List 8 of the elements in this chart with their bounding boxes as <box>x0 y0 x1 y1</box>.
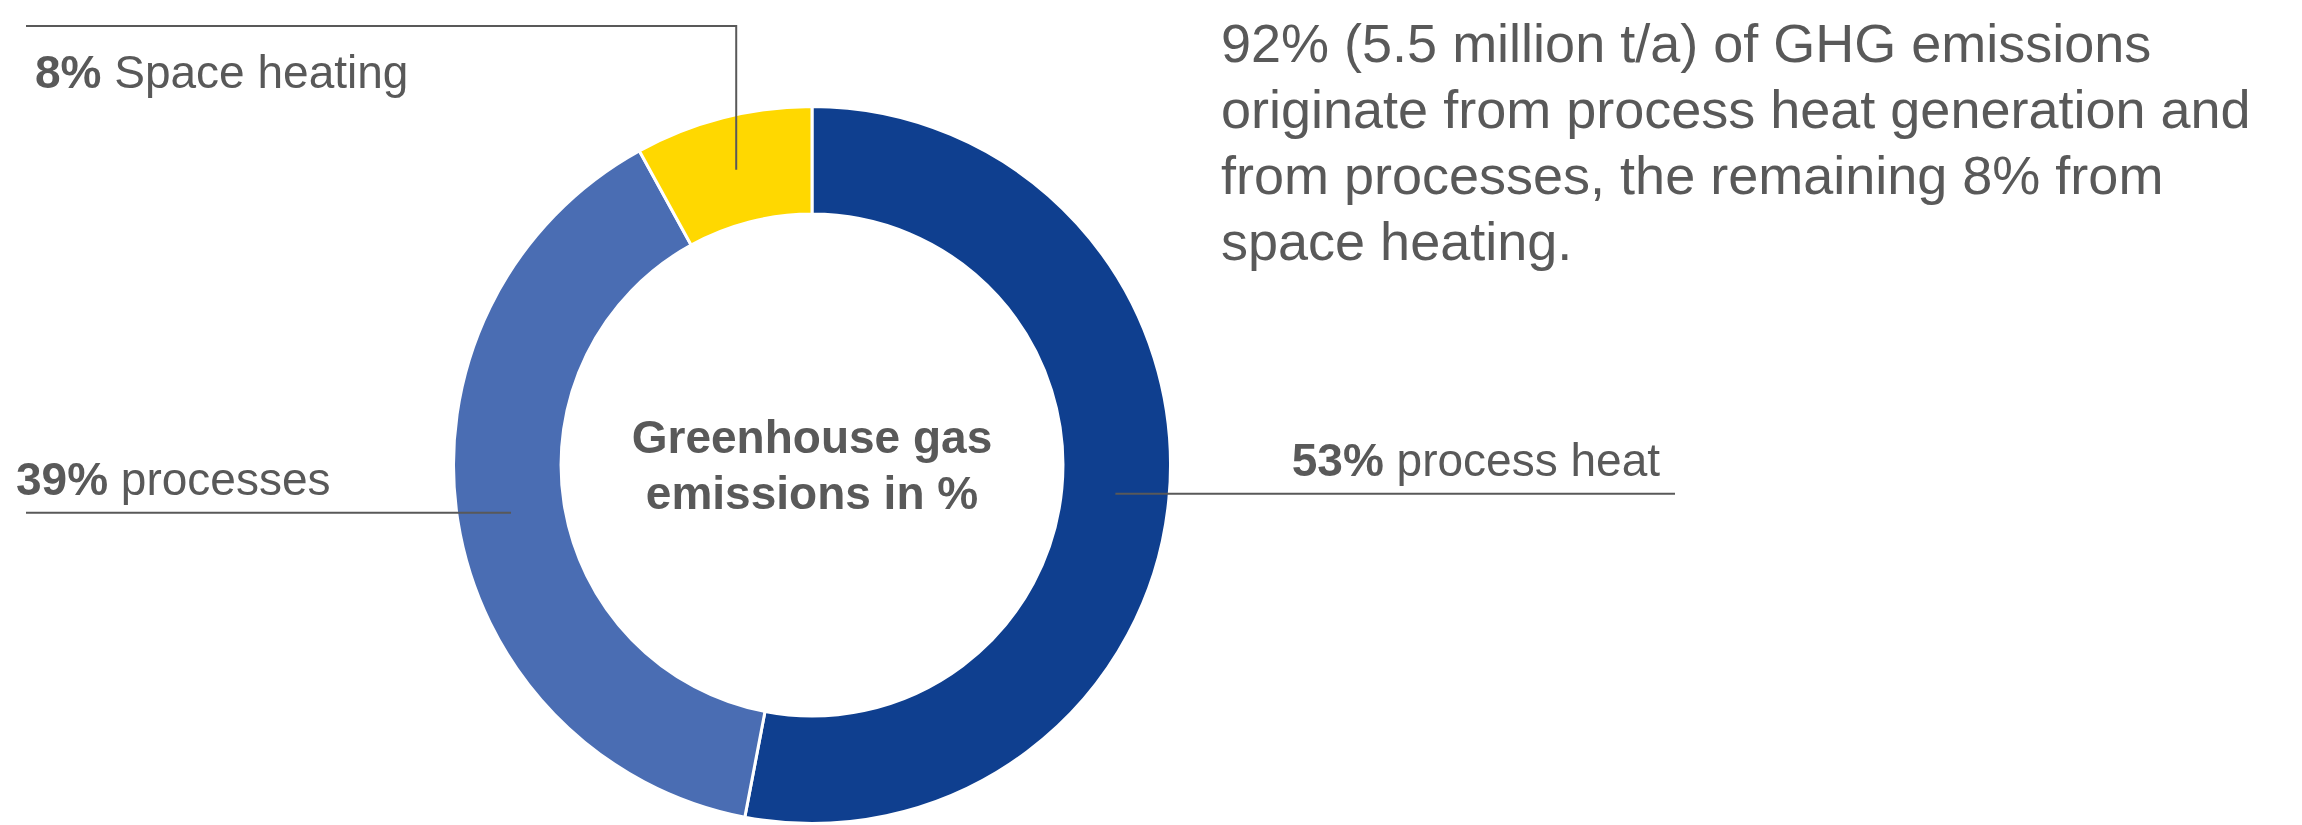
data-label: 8% <box>35 46 102 98</box>
data-label: 53% <box>1291 433 1384 486</box>
data-label: 39% <box>16 452 109 505</box>
text: Greenhouse gas emissions in % <box>630 410 994 521</box>
slice-label: processes <box>108 452 331 505</box>
slice-label: Space heating <box>101 46 409 98</box>
slice-label: process heat <box>1383 433 1661 486</box>
text: 92% (5.5 million t/a) of GHG emissions originate from process heat generation and from processes, the remaining 8% from space heating. <box>1221 12 2252 273</box>
